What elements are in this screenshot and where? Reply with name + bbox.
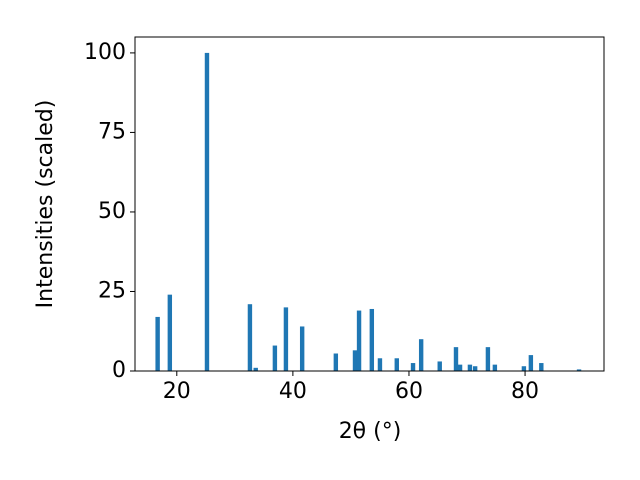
bar <box>576 369 582 371</box>
bar <box>418 339 424 371</box>
x-tick-label: 40 <box>279 379 307 404</box>
bar <box>472 366 478 371</box>
bar <box>377 358 383 371</box>
bar <box>437 361 442 371</box>
plot-frame <box>134 36 605 372</box>
y-tick-label: 50 <box>98 199 126 224</box>
bar <box>457 364 463 371</box>
bar <box>333 353 339 371</box>
bar <box>528 355 534 371</box>
x-tick-label: 20 <box>163 379 191 404</box>
bar <box>204 52 210 372</box>
bar <box>272 345 278 371</box>
x-tick-label: 80 <box>511 379 539 404</box>
bar <box>410 363 416 371</box>
bar <box>155 316 160 371</box>
y-tick-label: 0 <box>112 358 126 383</box>
bar <box>467 364 473 371</box>
bar <box>394 358 399 371</box>
y-tick-label: 25 <box>98 278 126 303</box>
x-tick-label: 60 <box>395 379 423 404</box>
bar <box>283 307 289 371</box>
bar <box>356 310 362 371</box>
x-axis-label: 2θ (°) <box>339 419 402 444</box>
bar <box>352 350 358 371</box>
bar <box>485 347 491 371</box>
bar <box>253 367 258 371</box>
y-tick-label: 100 <box>84 40 126 65</box>
bar <box>521 366 527 371</box>
bar <box>167 294 173 371</box>
bar <box>369 308 375 371</box>
bar <box>492 364 498 371</box>
y-axis-label: Intensities (scaled) <box>33 100 58 309</box>
bar <box>453 347 459 371</box>
bar <box>539 363 544 371</box>
bar <box>247 304 253 371</box>
bar <box>299 326 305 371</box>
y-tick-label: 75 <box>98 119 126 144</box>
